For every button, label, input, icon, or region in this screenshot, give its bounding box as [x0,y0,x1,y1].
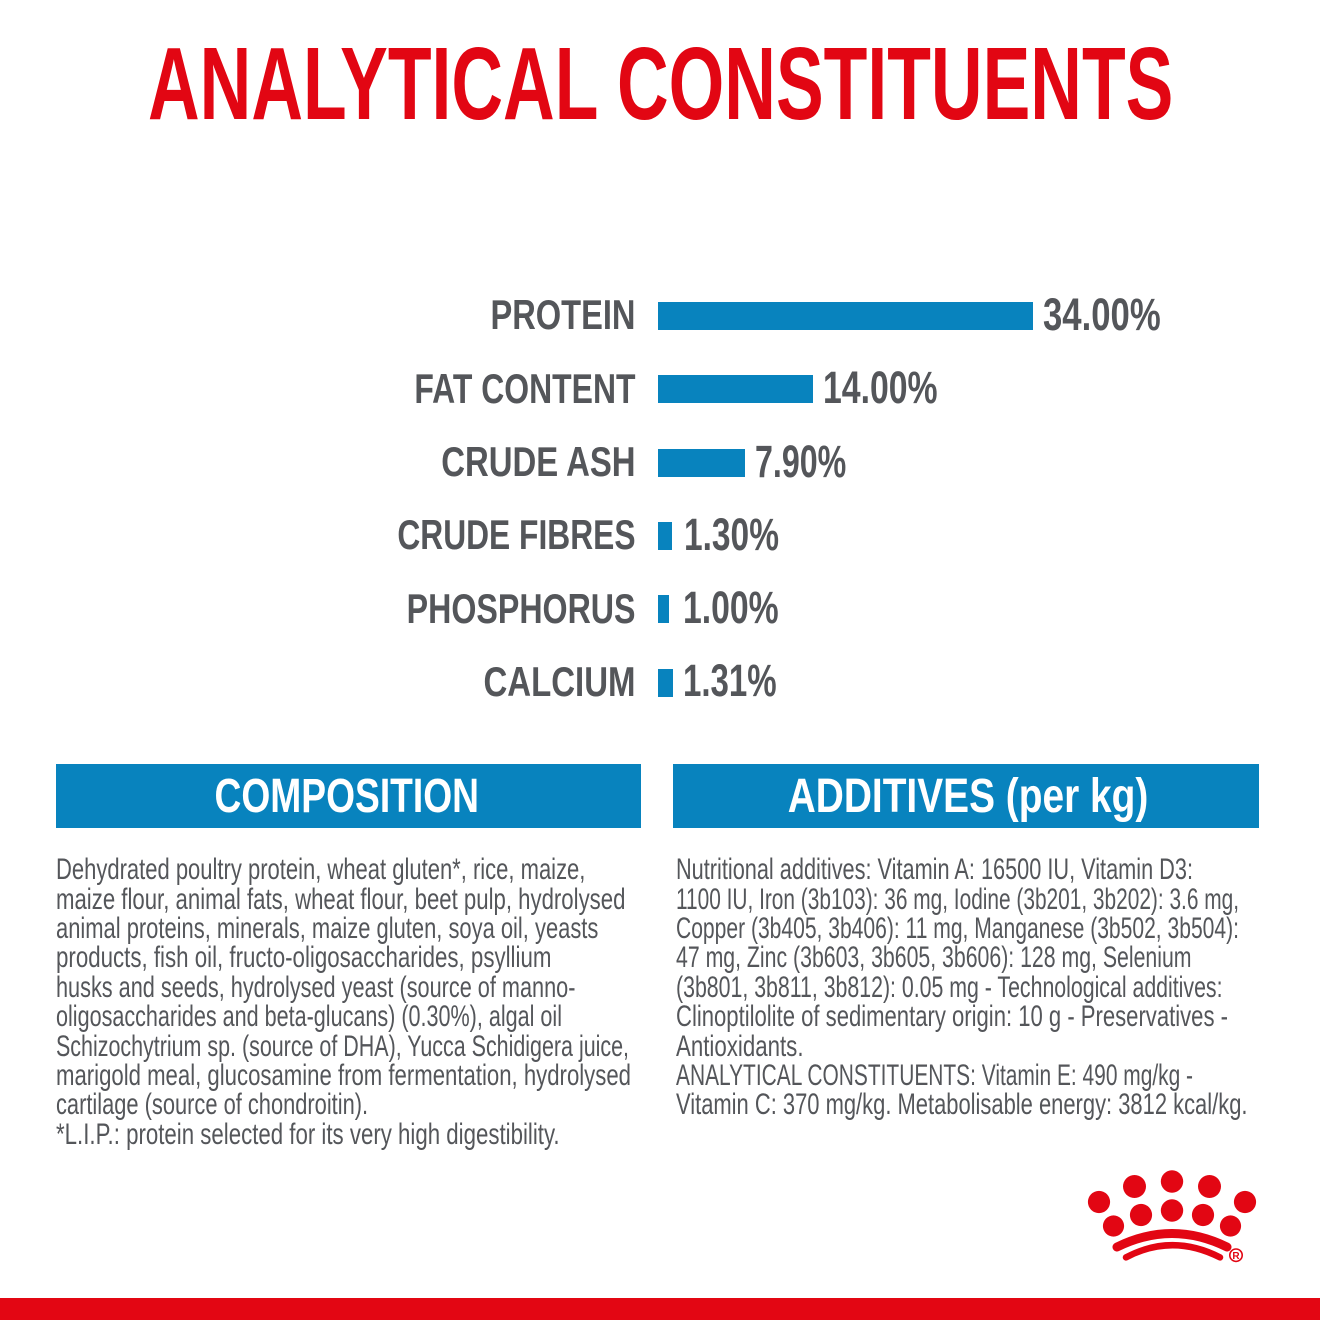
svg-text:R: R [1232,1251,1240,1262]
